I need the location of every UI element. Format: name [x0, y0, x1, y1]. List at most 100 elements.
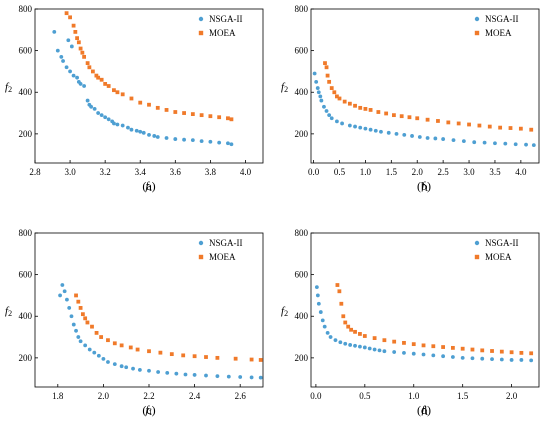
data-point	[147, 133, 151, 137]
data-point	[99, 335, 104, 339]
x-tick-label: 2.2	[143, 391, 154, 401]
data-point	[76, 335, 81, 339]
data-point	[80, 50, 85, 55]
data-point	[362, 345, 367, 350]
data-point	[103, 115, 108, 120]
data-point	[509, 350, 514, 355]
data-point	[238, 375, 243, 379]
data-point	[353, 103, 357, 108]
data-point	[74, 293, 78, 298]
data-point	[82, 84, 87, 88]
data-point	[106, 360, 110, 364]
data-point	[83, 316, 88, 321]
data-point	[134, 128, 139, 133]
data-point	[99, 113, 104, 118]
data-point	[215, 355, 220, 360]
data-point	[368, 108, 373, 112]
legend-marker	[198, 254, 204, 260]
data-point	[129, 96, 134, 101]
panel-2: 1.8 2.0 2.2 2.4 2.6 200 400 600 800 f1 f2 (c) NSGA-I…	[5, 228, 264, 417]
legend-label: NSGA-II	[485, 14, 519, 24]
data-point	[363, 106, 368, 111]
data-point	[92, 106, 97, 111]
data-point	[421, 343, 426, 348]
y-tick-label: 400	[295, 311, 309, 321]
data-point	[433, 136, 438, 141]
data-point	[450, 355, 455, 359]
series-moea	[64, 11, 234, 122]
x-tick-label: 2.0	[506, 391, 518, 401]
data-point	[135, 347, 140, 352]
x-tick-label: 3.6	[170, 167, 182, 177]
legend: NSGA-II MOEA	[198, 14, 243, 38]
x-tick-label: 4.0	[515, 167, 527, 177]
data-point	[106, 84, 111, 88]
y-axis-label: f2	[5, 305, 12, 318]
data-point	[71, 73, 76, 78]
data-point	[368, 127, 373, 132]
data-point	[258, 358, 263, 362]
data-point	[322, 104, 326, 109]
data-point	[425, 136, 430, 140]
data-point	[101, 357, 106, 361]
y-tick-label: 600	[295, 46, 309, 56]
data-point	[450, 345, 455, 350]
data-point	[103, 82, 108, 86]
y-tick-label: 200	[295, 353, 309, 363]
x-tick-label: 2.6	[235, 391, 247, 401]
data-point	[199, 139, 204, 144]
data-point	[115, 122, 120, 127]
x-tick-label: 3.8	[205, 167, 217, 177]
data-point	[85, 320, 90, 325]
y-tick-label: 400	[19, 311, 33, 321]
x-tick-label: 2.8	[29, 167, 41, 177]
data-point	[402, 133, 407, 137]
series-nsga-ii	[52, 29, 234, 147]
data-point	[320, 318, 325, 323]
data-point	[358, 105, 363, 110]
data-point	[327, 113, 332, 118]
series-nsga-ii	[314, 285, 534, 363]
legend-label: NSGA-II	[209, 238, 243, 248]
data-point	[499, 357, 504, 362]
data-point	[421, 352, 426, 357]
data-point	[89, 104, 94, 109]
data-point	[316, 301, 321, 306]
data-point	[85, 61, 90, 66]
data-point	[62, 289, 67, 294]
data-point	[318, 94, 323, 99]
data-point	[498, 125, 503, 130]
data-point	[119, 364, 124, 369]
data-point	[68, 15, 72, 20]
data-point	[373, 128, 378, 133]
legend: NSGA-II MOEA	[198, 238, 243, 262]
data-point	[460, 346, 465, 351]
data-point	[323, 61, 327, 66]
data-point	[190, 138, 195, 143]
data-point	[319, 98, 324, 103]
data-point	[314, 285, 319, 290]
data-point	[137, 368, 142, 372]
data-point	[460, 355, 465, 360]
data-point	[337, 289, 342, 294]
legend-label: NSGA-II	[209, 14, 243, 24]
data-point	[126, 125, 130, 130]
data-point	[347, 101, 352, 106]
data-point	[90, 324, 94, 329]
data-point	[78, 339, 83, 344]
data-point	[353, 124, 357, 129]
y-axis-label: f2	[281, 81, 288, 94]
data-point	[490, 349, 494, 353]
data-point	[482, 140, 487, 145]
plot-frame	[34, 8, 264, 164]
x-tick-label: 1.5	[386, 167, 398, 177]
data-point	[192, 373, 197, 377]
data-point	[147, 368, 151, 373]
y-tick-label: 400	[295, 87, 309, 97]
data-point	[75, 75, 79, 80]
data-point	[96, 111, 101, 115]
data-point	[376, 110, 381, 114]
data-point	[115, 90, 120, 95]
y-tick-label: 200	[19, 129, 33, 139]
data-point	[332, 90, 337, 95]
